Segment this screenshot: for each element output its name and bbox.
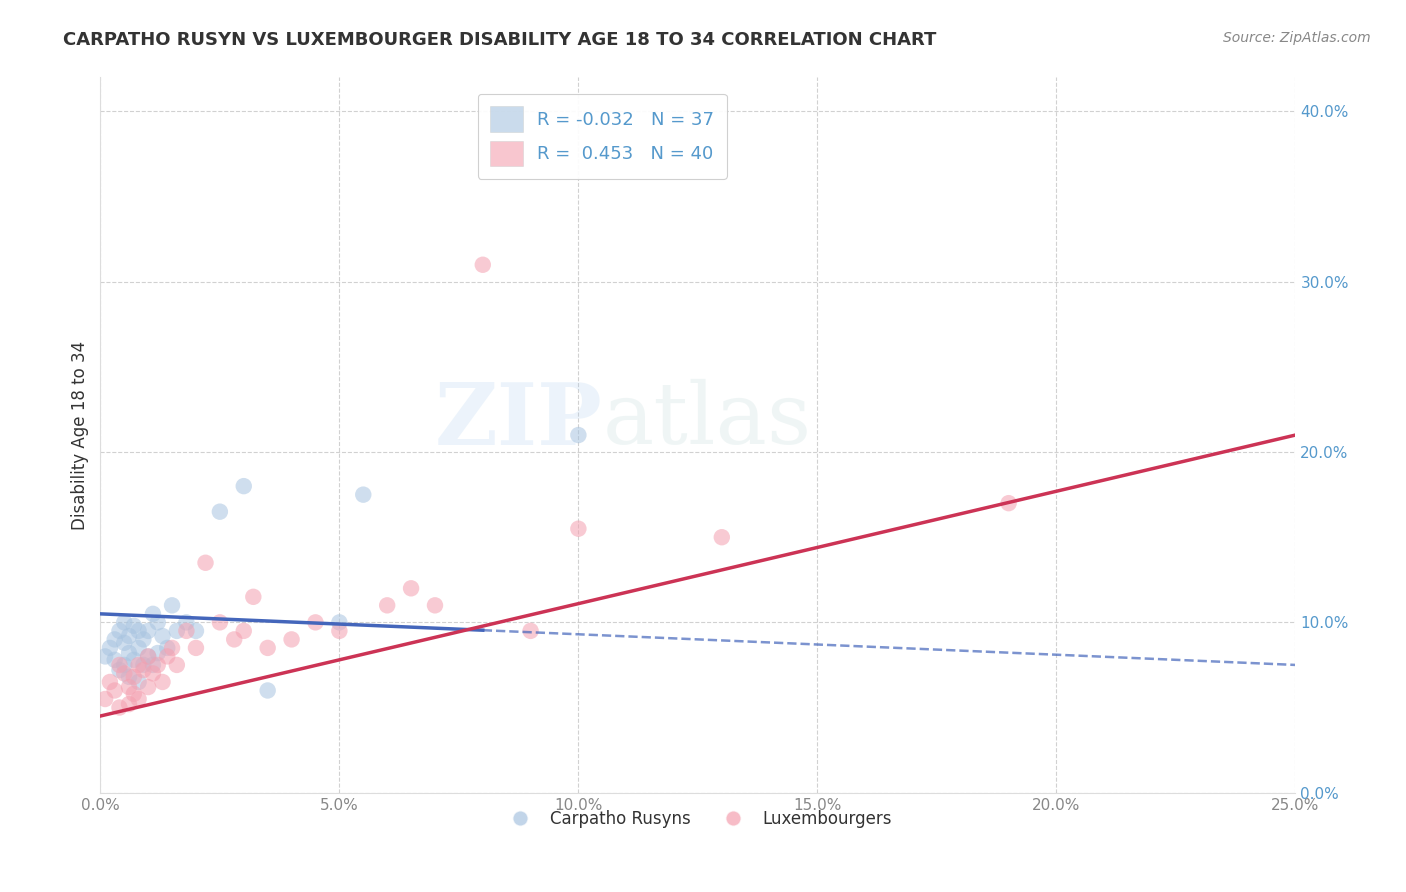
Point	[567, 428, 589, 442]
Point	[118, 629, 141, 643]
Text: atlas: atlas	[602, 379, 811, 462]
Point	[104, 632, 127, 647]
Point	[118, 670, 141, 684]
Point	[122, 687, 145, 701]
Point	[128, 675, 150, 690]
Point	[108, 663, 131, 677]
Point	[160, 599, 183, 613]
Y-axis label: Disability Age 18 to 34: Disability Age 18 to 34	[72, 341, 89, 530]
Point	[122, 619, 145, 633]
Point	[146, 615, 169, 630]
Point	[423, 599, 446, 613]
Point	[104, 683, 127, 698]
Point	[176, 615, 198, 630]
Point	[156, 649, 179, 664]
Point	[136, 680, 159, 694]
Point	[399, 582, 422, 596]
Point	[176, 624, 198, 638]
Point	[208, 505, 231, 519]
Point	[104, 653, 127, 667]
Point	[108, 700, 131, 714]
Point	[997, 496, 1019, 510]
Point	[242, 590, 264, 604]
Point	[142, 666, 165, 681]
Point	[108, 624, 131, 638]
Point	[160, 640, 183, 655]
Text: CARPATHO RUSYN VS LUXEMBOURGER DISABILITY AGE 18 TO 34 CORRELATION CHART: CARPATHO RUSYN VS LUXEMBOURGER DISABILIT…	[63, 31, 936, 49]
Point	[112, 657, 135, 672]
Point	[471, 258, 494, 272]
Point	[184, 624, 207, 638]
Point	[128, 640, 150, 655]
Point	[224, 632, 246, 647]
Point	[112, 615, 135, 630]
Point	[256, 683, 278, 698]
Text: ZIP: ZIP	[434, 379, 602, 463]
Point	[146, 646, 169, 660]
Point	[156, 640, 179, 655]
Legend: Carpatho Rusyns, Luxembourgers: Carpatho Rusyns, Luxembourgers	[496, 803, 898, 834]
Point	[352, 488, 374, 502]
Point	[166, 657, 188, 672]
Point	[232, 624, 254, 638]
Point	[128, 624, 150, 638]
Point	[122, 653, 145, 667]
Point	[122, 670, 145, 684]
Point	[118, 697, 141, 711]
Point	[304, 615, 326, 630]
Point	[136, 649, 159, 664]
Point	[208, 615, 231, 630]
Text: Source: ZipAtlas.com: Source: ZipAtlas.com	[1223, 31, 1371, 45]
Point	[152, 629, 174, 643]
Point	[132, 632, 155, 647]
Point	[232, 479, 254, 493]
Point	[328, 615, 350, 630]
Point	[152, 675, 174, 690]
Point	[128, 692, 150, 706]
Point	[519, 624, 541, 638]
Point	[94, 649, 117, 664]
Point	[112, 636, 135, 650]
Point	[166, 624, 188, 638]
Point	[118, 646, 141, 660]
Point	[108, 657, 131, 672]
Point	[112, 666, 135, 681]
Point	[142, 657, 165, 672]
Point	[375, 599, 398, 613]
Point	[136, 624, 159, 638]
Point	[328, 624, 350, 638]
Point	[184, 640, 207, 655]
Point	[132, 657, 155, 672]
Point	[118, 680, 141, 694]
Point	[194, 556, 217, 570]
Point	[256, 640, 278, 655]
Point	[128, 657, 150, 672]
Point	[567, 522, 589, 536]
Point	[98, 640, 121, 655]
Point	[136, 649, 159, 664]
Point	[98, 675, 121, 690]
Point	[710, 530, 733, 544]
Point	[142, 607, 165, 621]
Point	[280, 632, 302, 647]
Point	[146, 657, 169, 672]
Point	[94, 692, 117, 706]
Point	[132, 663, 155, 677]
